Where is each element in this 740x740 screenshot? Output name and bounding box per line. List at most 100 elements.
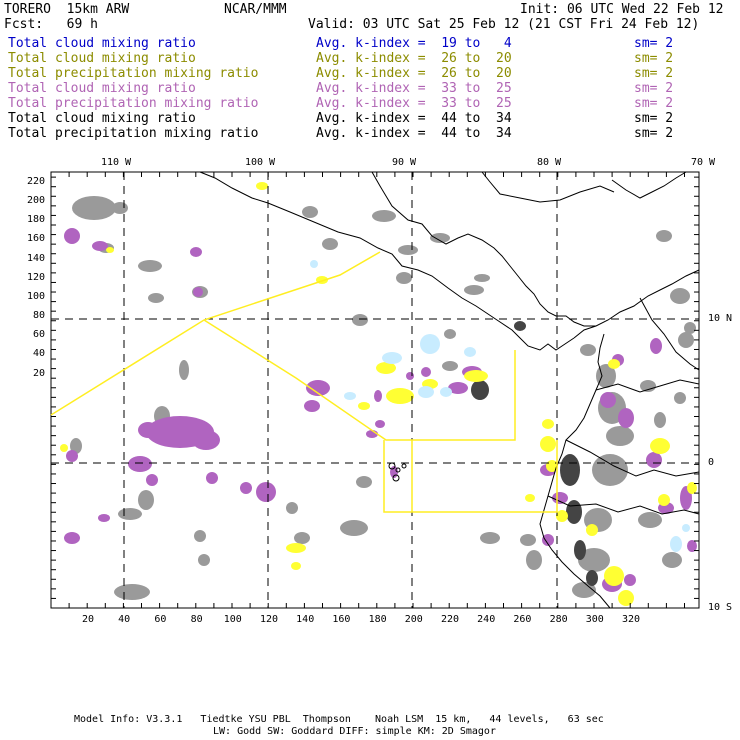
legend-sm: sm= 2: [634, 36, 674, 51]
yellow-precip-blob: [604, 566, 624, 586]
light-blue-cloud-blob: [344, 392, 356, 400]
yellow-precip-blob: [386, 388, 414, 404]
gray-cloud-blob: [684, 322, 696, 334]
gray-cloud-blob: [592, 454, 628, 486]
legend-field: Total precipitation mixing ratio: [8, 126, 259, 141]
gray-cloud-blob: [654, 412, 666, 428]
gray-cloud-blob: [118, 508, 142, 520]
gray-cloud-blob: [138, 260, 162, 272]
gray-cloud-blob: [572, 582, 596, 598]
bottom-grid-label: 260: [513, 614, 532, 625]
legend-field: Total cloud mixing ratio: [8, 36, 196, 51]
left-grid-label: 180: [26, 214, 45, 226]
yellow-precip-blob: [256, 182, 268, 190]
purple-precip-blob: [624, 574, 636, 586]
purple-precip-blob: [618, 408, 634, 428]
left-grid-label: 80: [32, 310, 45, 322]
model-info-line2: LW: Godd SW: Goddard DIFF: simple KM: 2D…: [213, 726, 496, 737]
left-grid-label: 220: [26, 176, 45, 187]
gray-cloud-blob: [294, 532, 310, 544]
purple-precip-blob: [64, 228, 80, 244]
purple-precip-blob: [146, 474, 158, 486]
gray-cloud-blob: [322, 238, 338, 250]
domain-boxes: [50, 251, 558, 513]
gray-cloud-blob: [114, 584, 150, 600]
lat-lon-grid: [51, 172, 699, 608]
top-lon-label: 110 W: [100, 157, 132, 168]
yellow-precip-blob: [286, 543, 306, 553]
bottom-grid-label: 40: [118, 614, 131, 625]
left-grid-label: 100: [26, 290, 45, 302]
yellow-precip-blob: [106, 247, 114, 253]
gray-cloud-blob: [72, 196, 116, 220]
bottom-grid-label: 140: [296, 614, 315, 625]
purple-precip-blob: [406, 372, 414, 380]
purple-precip-blob: [64, 532, 80, 544]
left-grid-label: 60: [32, 329, 45, 341]
legend-field: Total cloud mixing ratio: [8, 51, 196, 66]
gray-cloud-blob: [179, 360, 189, 380]
gray-cloud-blob: [526, 550, 542, 570]
bottom-grid-label: 320: [621, 614, 641, 625]
bottom-grid-label: 240: [477, 614, 496, 625]
bottom-grid-label: 300: [585, 614, 604, 625]
bottom-grid-label: 20: [81, 614, 95, 625]
gray-cloud-blob: [638, 512, 662, 528]
dark-cloud-blob: [514, 321, 526, 331]
purple-precip-blob: [190, 247, 202, 257]
light-blue-cloud-blob: [310, 260, 318, 268]
gray-cloud-blob: [464, 285, 484, 295]
purple-precip-blob: [66, 450, 78, 462]
legend-kindex: Avg. k-index = 44 to 34: [316, 126, 512, 141]
purple-precip-blob: [650, 338, 662, 354]
gray-cloud-blob: [372, 210, 396, 222]
left-grid-label: 20: [32, 367, 45, 379]
yellow-precip-blob: [464, 370, 488, 382]
yellow-precip-blob: [60, 444, 68, 452]
yellow-precip-blob: [586, 524, 598, 536]
bottom-grid-label: 200: [404, 614, 423, 625]
yellow-precip-blob: [546, 460, 558, 472]
purple-precip-blob: [374, 390, 382, 402]
model-info-line1: Model Info: V3.3.1 Tiedtke YSU PBL Thomp…: [74, 714, 604, 725]
gray-cloud-blob: [578, 548, 610, 572]
legend-kindex: Avg. k-index = 44 to 34: [316, 111, 512, 126]
valid-time: Valid: 03 UTC Sat 25 Feb 12 (21 CST Fri …: [308, 17, 700, 32]
purple-precip-blob: [542, 534, 554, 546]
gray-cloud-blob: [640, 380, 656, 392]
gray-cloud-blob: [580, 344, 596, 356]
gray-cloud-blob: [352, 314, 368, 326]
legend-kindex: Avg. k-index = 26 to 20: [316, 51, 512, 66]
purple-precip-blob: [600, 392, 616, 408]
gray-cloud-blob: [302, 206, 318, 218]
purple-precip-blob: [240, 482, 252, 494]
init-time: Init: 06 UTC Wed 22 Feb 12: [520, 2, 724, 17]
purple-precip-blob: [552, 492, 568, 504]
right-lat-label: 10 N: [708, 313, 733, 324]
left-grid-label: 40: [32, 348, 45, 360]
bottom-grid-label: 160: [332, 614, 351, 625]
gray-cloud-blob: [398, 245, 418, 255]
right-lat-label: 10 S: [708, 602, 733, 613]
gray-cloud-blob: [520, 534, 536, 546]
bottom-grid-label: 80: [190, 614, 203, 625]
yellow-precip-blob: [687, 482, 697, 494]
gray-cloud-blob: [444, 329, 456, 339]
purple-precip-blob: [128, 456, 152, 472]
legend-kindex: Avg. k-index = 19 to 4: [316, 36, 512, 51]
purple-precip-blob: [92, 241, 108, 251]
gray-cloud-blob: [194, 530, 206, 542]
light-blue-cloud-blob: [418, 386, 434, 398]
gray-cloud-blob: [656, 230, 672, 242]
gray-cloud-blob: [396, 272, 412, 284]
gray-cloud-blob: [670, 288, 690, 304]
purple-precip-blob: [193, 287, 203, 297]
left-grid-label: 120: [26, 271, 45, 283]
gray-cloud-blob: [678, 332, 694, 348]
purple-precip-blob: [448, 382, 468, 394]
purple-precip-blob: [138, 422, 158, 438]
light-blue-cloud-blob: [464, 347, 476, 357]
bottom-grid-label: 120: [259, 614, 279, 625]
right-lat-label: 0: [708, 457, 715, 468]
purple-precip-blob: [304, 400, 320, 412]
